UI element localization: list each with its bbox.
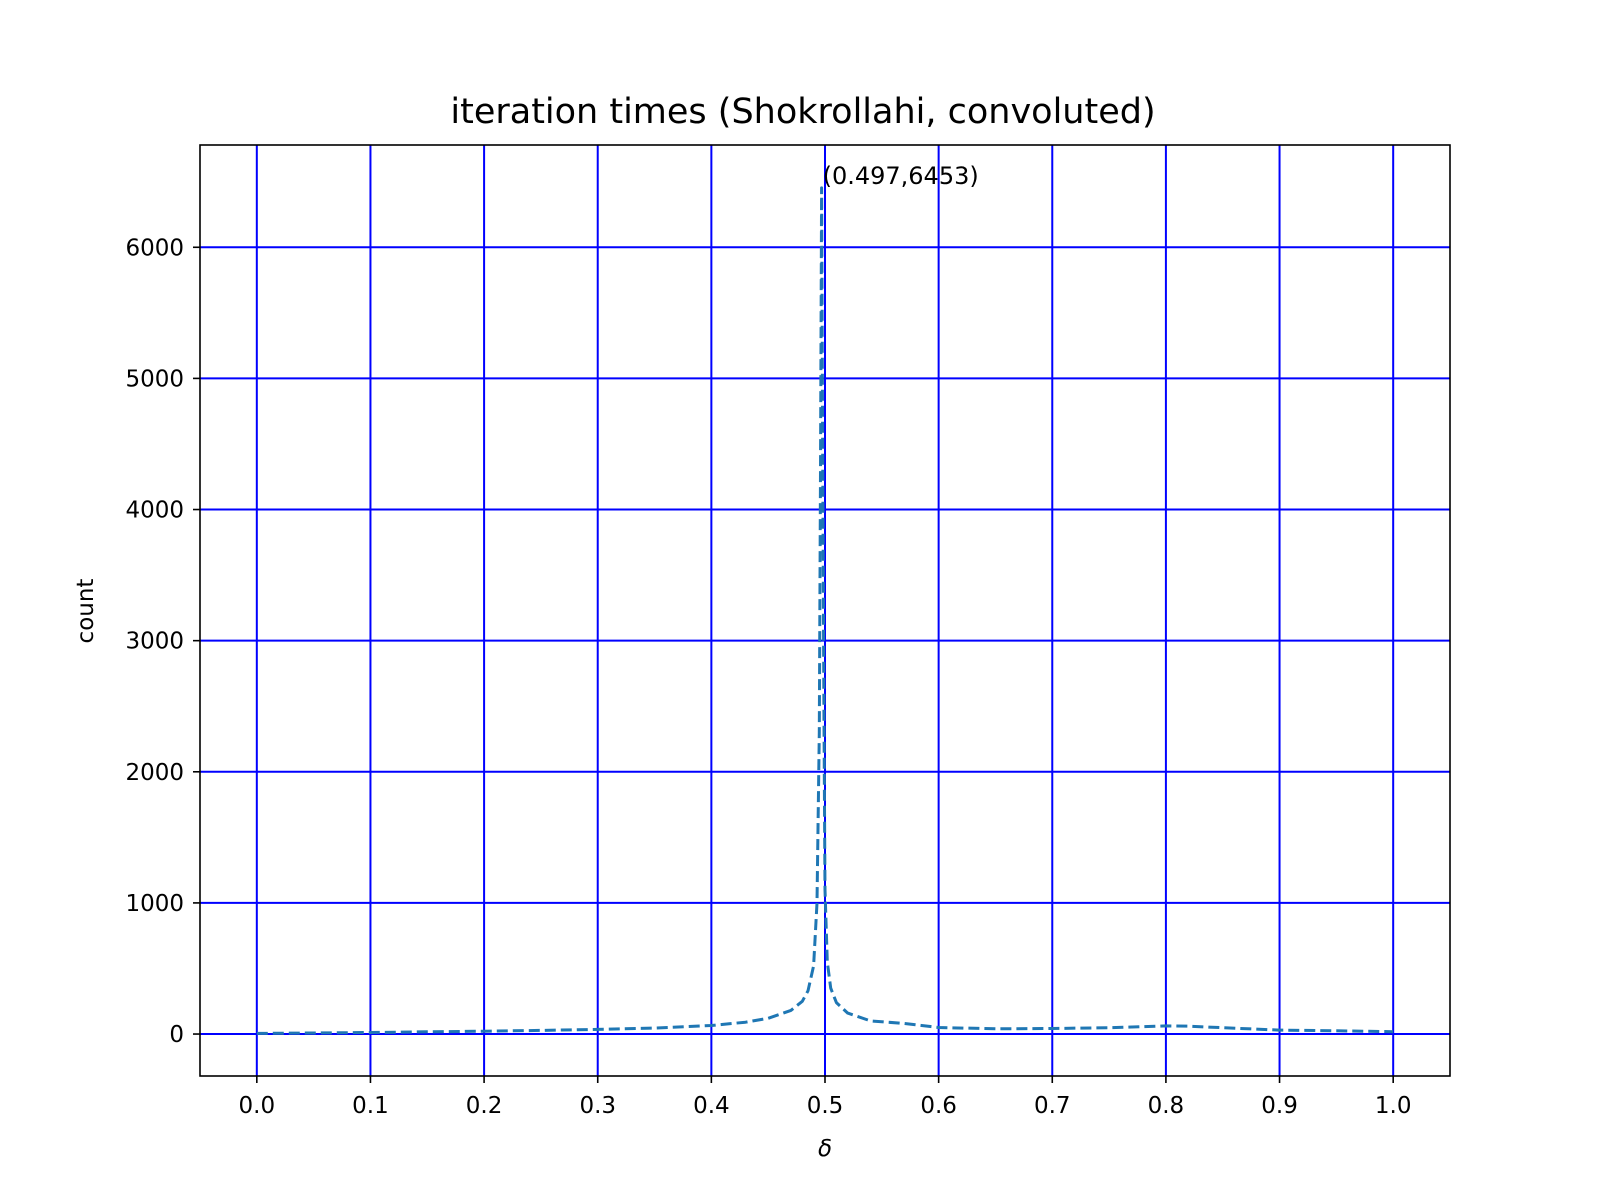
x-tick-label: 0.2 (466, 1093, 503, 1119)
y-axis-label: count (73, 579, 99, 644)
y-tick-label: 6000 (125, 235, 184, 261)
y-axis-ticks: 0 1000 2000 3000 4000 5000 6000 (125, 235, 200, 1048)
x-tick-label: 0.6 (920, 1093, 957, 1119)
y-tick-label: 5000 (125, 366, 184, 392)
chart-title: iteration times (Shokrollahi, convoluted… (450, 92, 1155, 132)
series-line (256, 186, 1394, 1035)
x-tick-label: 0.0 (239, 1093, 276, 1119)
y-tick-label: 2000 (125, 760, 184, 786)
peak-annotation: (0.497,6453) (823, 162, 979, 190)
x-axis-ticks: 0.0 0.1 0.2 0.3 0.4 0.5 0.6 0.7 0.8 0.9 1.0 (239, 1076, 1412, 1119)
y-tick-label: 0 (169, 1022, 184, 1048)
x-tick-label: 0.5 (807, 1093, 844, 1119)
x-tick-label: 1.0 (1375, 1093, 1412, 1119)
x-tick-label: 0.4 (693, 1093, 730, 1119)
series-group (256, 186, 1394, 1035)
x-tick-label: 0.3 (579, 1093, 616, 1119)
x-tick-label: 0.8 (1148, 1093, 1185, 1119)
y-tick-label: 1000 (125, 891, 184, 917)
x-tick-label: 0.9 (1261, 1093, 1298, 1119)
y-tick-label: 3000 (125, 629, 184, 655)
x-tick-label: 0.7 (1034, 1093, 1071, 1119)
x-axis-label: δ (818, 1136, 832, 1162)
x-tick-label: 0.1 (352, 1093, 389, 1119)
y-tick-label: 4000 (125, 498, 184, 524)
